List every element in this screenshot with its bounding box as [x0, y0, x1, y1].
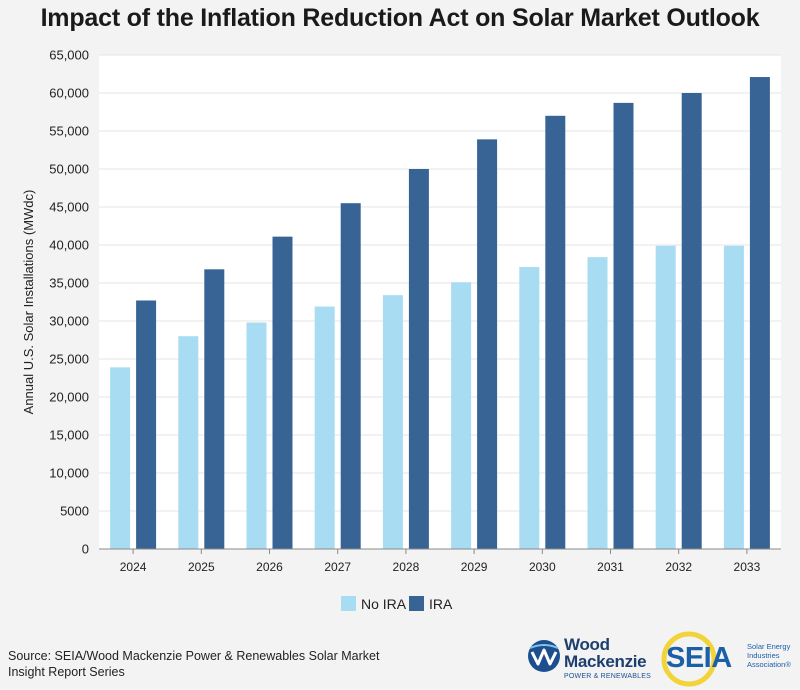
source-note: Source: SEIA/Wood Mackenzie Power & Rene… [8, 649, 380, 679]
wood-mackenzie-logo: Wood Mackenzie POWER & RENEWABLES [526, 634, 654, 688]
bar-no-ira-2029 [451, 282, 472, 549]
y-tick-label: 55,000 [49, 124, 89, 139]
bar-ira-2027 [340, 203, 361, 549]
x-tick-label: 2024 [120, 560, 147, 574]
x-tick-label: 2028 [393, 560, 420, 574]
y-tick-label: 5000 [60, 504, 89, 519]
y-tick-label: 15,000 [49, 428, 89, 443]
seia-sun-ring-icon [661, 631, 717, 687]
bar-ira-2026 [272, 236, 293, 549]
bar-no-ira-2027 [314, 306, 335, 549]
legend: No IRA IRA [341, 596, 453, 612]
bar-ira-2025 [204, 269, 225, 549]
x-tick-label: 2032 [665, 560, 692, 574]
x-tick-label: 2030 [529, 560, 556, 574]
bar-ira-2030 [545, 115, 566, 550]
wood-mackenzie-name-line1: Wood [564, 635, 610, 654]
x-tick-label: 2027 [324, 560, 351, 574]
wood-mackenzie-subtitle: POWER & RENEWABLES [564, 673, 651, 680]
seia-subtitle: Solar Energy Industries Association® [747, 642, 791, 669]
bar-no-ira-2025 [178, 336, 199, 549]
bar-no-ira-2033 [723, 245, 744, 549]
bar-no-ira-2028 [382, 295, 403, 549]
x-axis-ticks: 2024 2025 2026 2027 2028 2029 2030 2031 2032 2033 [120, 549, 761, 574]
y-axis-label: Annual U.S. Solar Installations (MWdc) [21, 190, 36, 415]
x-tick-label: 2025 [188, 560, 215, 574]
y-tick-label: 60,000 [49, 86, 89, 101]
bar-ira-2028 [408, 169, 429, 549]
plot-area-background [99, 55, 781, 549]
legend-swatch-ira [409, 596, 424, 611]
seia-logo: SEIA Solar Energy Industries Association… [660, 630, 798, 688]
bar-no-ira-2031 [587, 257, 608, 549]
y-tick-label: 25,000 [49, 352, 89, 367]
legend-swatch-no-ira [341, 596, 356, 611]
wood-mackenzie-mark-icon [528, 640, 560, 672]
x-tick-label: 2033 [734, 560, 761, 574]
bar-ira-2024 [136, 300, 157, 549]
y-tick-label: 35,000 [49, 276, 89, 291]
bar-ira-2033 [749, 77, 770, 549]
bar-ira-2032 [681, 93, 702, 549]
y-tick-label: 30,000 [49, 314, 89, 329]
y-tick-label: 40,000 [49, 238, 89, 253]
bar-no-ira-2026 [246, 322, 267, 549]
bar-no-ira-2030 [519, 267, 540, 549]
wood-mackenzie-name: Wood Mackenzie [564, 635, 647, 671]
y-tick-label: 50,000 [49, 162, 89, 177]
y-tick-label: 10,000 [49, 466, 89, 481]
y-axis-ticks: 0 5000 10,000 15,000 20,000 25,000 30,000 35,00… [49, 48, 89, 557]
y-tick-label: 45,000 [49, 200, 89, 215]
bar-ira-2031 [613, 102, 634, 549]
bar-no-ira-2032 [655, 245, 676, 549]
x-tick-label: 2029 [461, 560, 488, 574]
wood-mackenzie-name-line2: Mackenzie [564, 652, 647, 671]
bars [110, 77, 770, 550]
legend-label-ira: IRA [429, 596, 453, 612]
seia-name: SEIA [666, 642, 732, 674]
x-tick-label: 2026 [256, 560, 283, 574]
chart-title: Impact of the Inflation Reduction Act on… [40, 4, 760, 32]
y-tick-label: 0 [82, 542, 89, 557]
bar-ira-2029 [477, 139, 498, 550]
chart-plot: 0 5000 10,000 15,000 20,000 25,000 30,000 35,00… [21, 48, 781, 612]
y-tick-label: 20,000 [49, 390, 89, 405]
legend-label-no-ira: No IRA [361, 596, 407, 612]
y-tick-label: 65,000 [49, 48, 89, 63]
bar-no-ira-2024 [110, 367, 131, 549]
x-tick-label: 2031 [597, 560, 624, 574]
